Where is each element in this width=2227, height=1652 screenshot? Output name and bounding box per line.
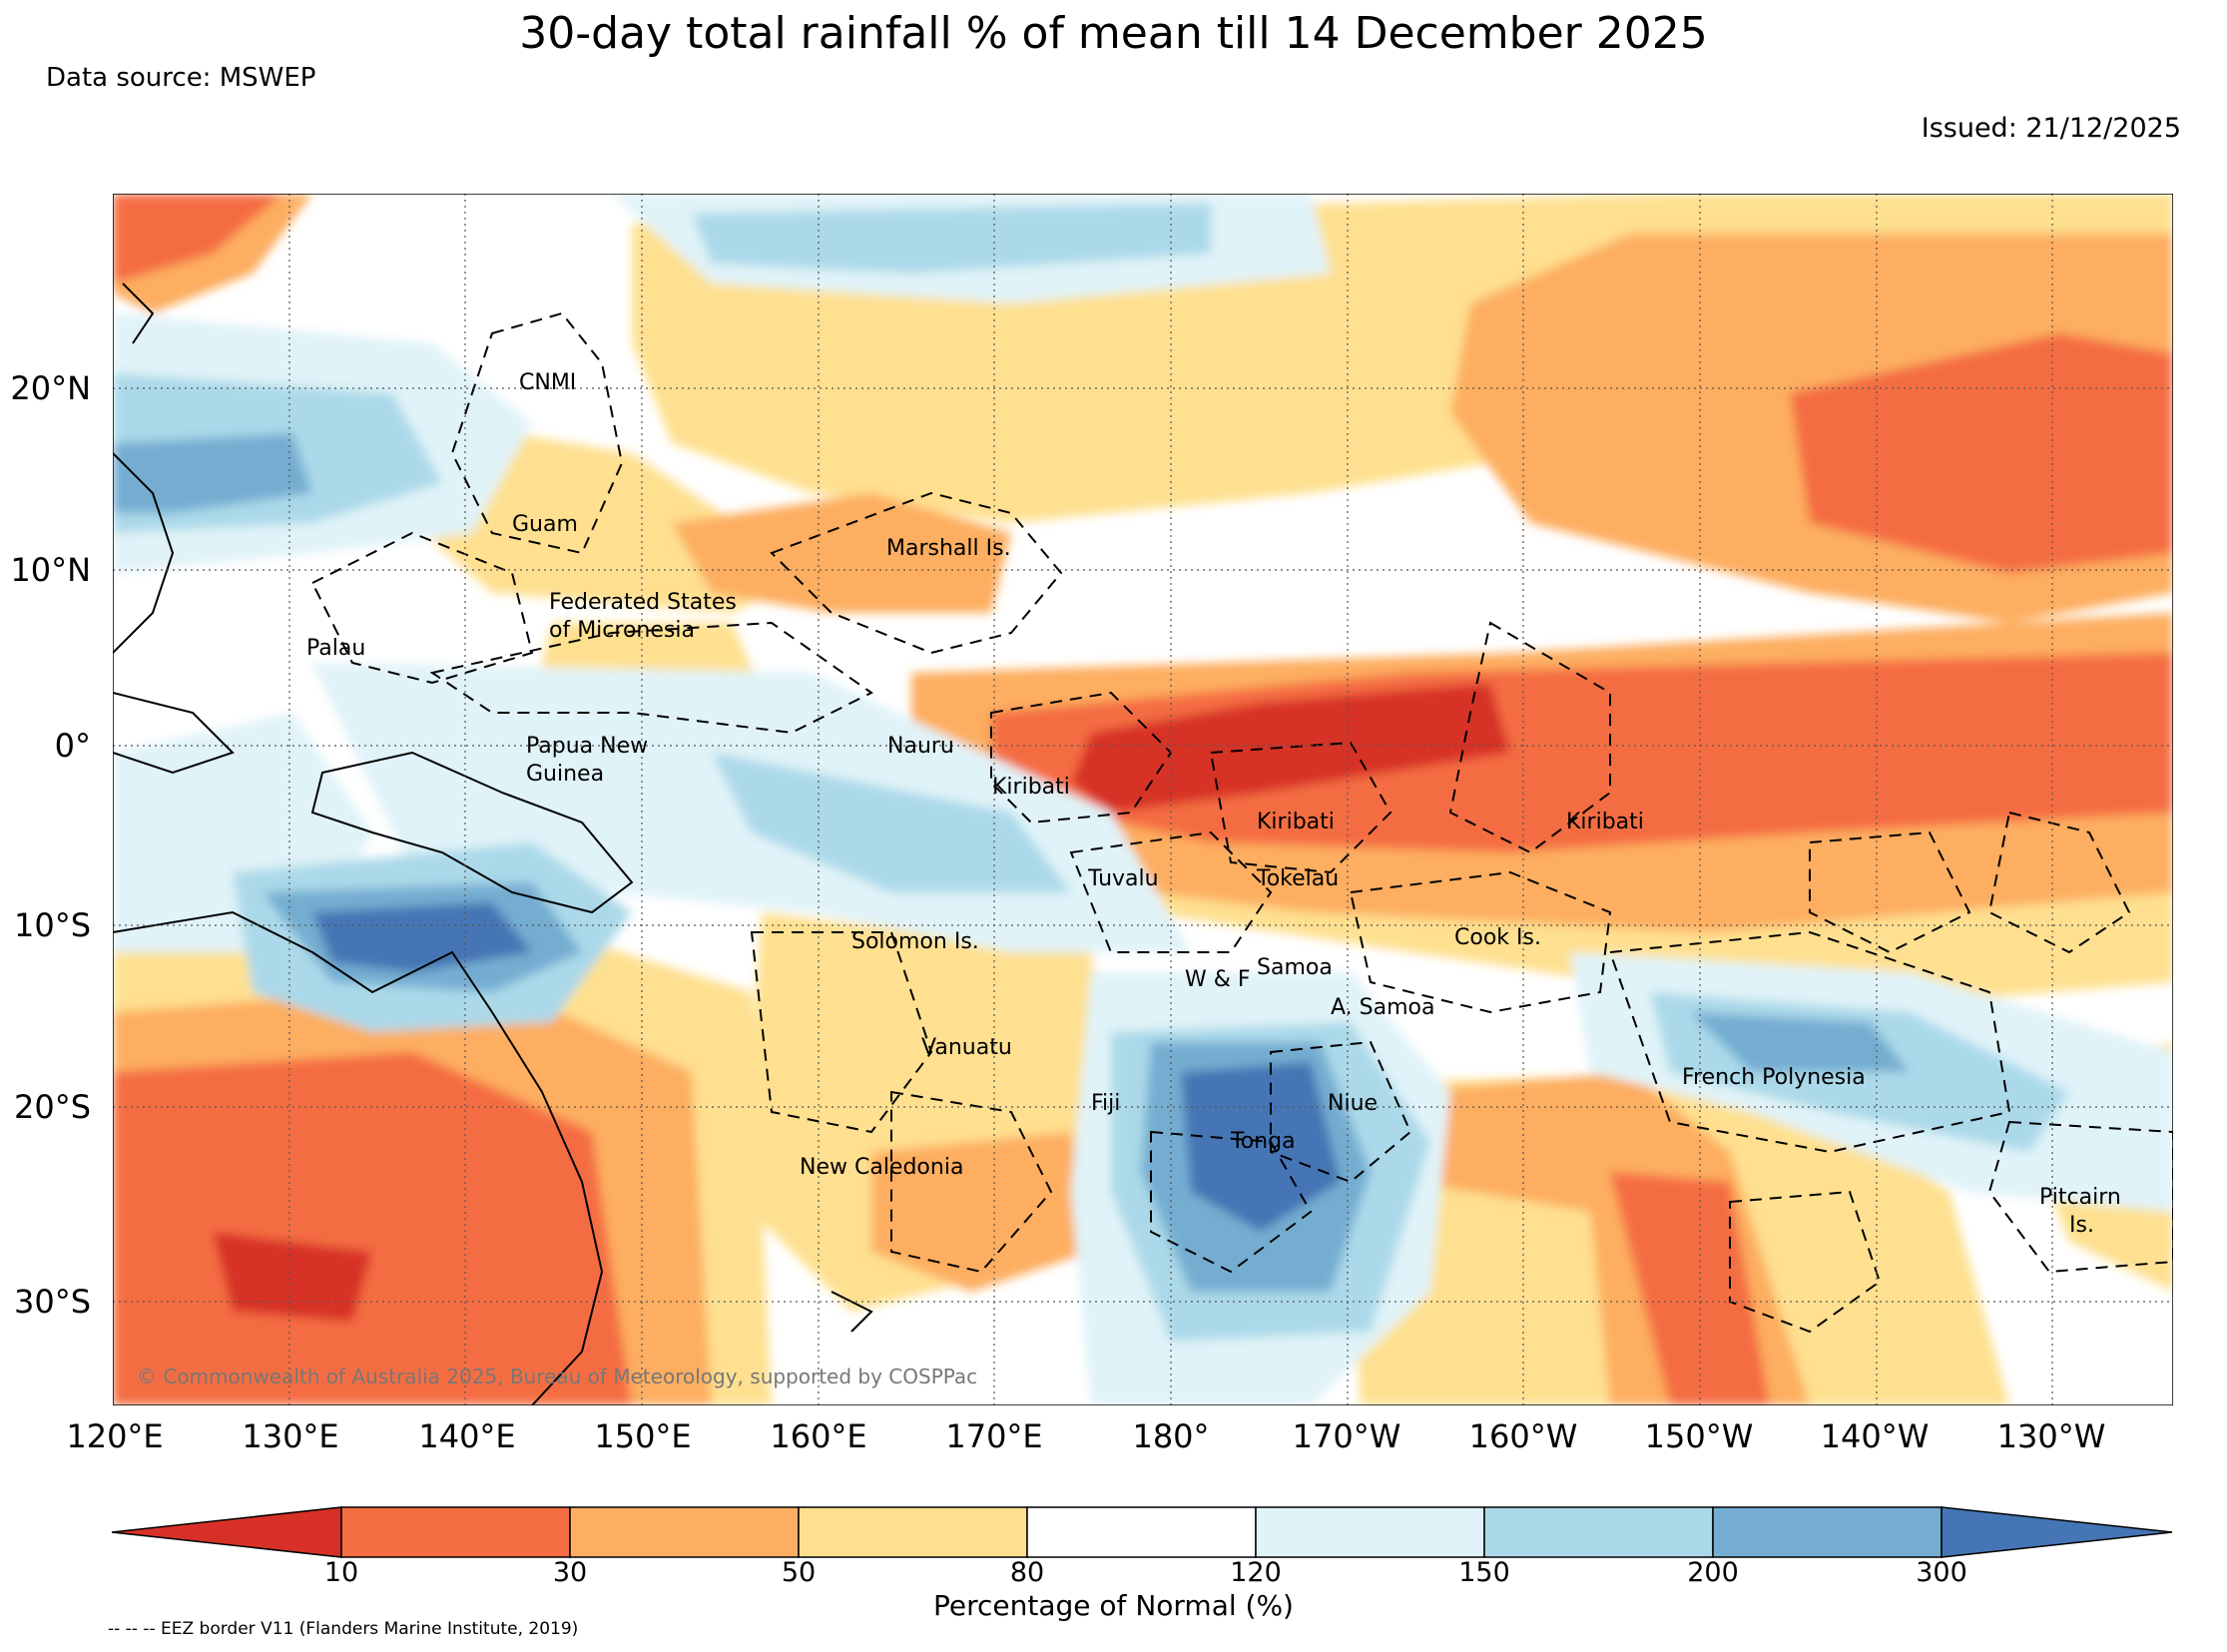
copyright-notice: © Commonwealth of Australia 2025, Bureau… — [137, 1365, 977, 1388]
colorbar-extend-high — [1941, 1506, 2173, 1558]
label-guam: Guam — [512, 512, 578, 537]
lat-tick: 0° — [54, 727, 91, 765]
label-tokelau: Tokelau — [1256, 866, 1339, 891]
label-niue: Niue — [1328, 1091, 1378, 1116]
colorbar-extend-low — [111, 1506, 342, 1558]
map-title: 30-day total rainfall % of mean till 14 … — [519, 8, 1708, 59]
colorbar-tick: 30 — [552, 1557, 588, 1588]
lon-tick: 140°E — [418, 1417, 516, 1455]
colorbar-bin — [340, 1506, 571, 1558]
lon-tick: 180° — [1132, 1417, 1210, 1455]
rainfall-field — [113, 194, 2173, 1405]
lon-tick: 160°E — [770, 1417, 867, 1455]
colorbar-tick: 120 — [1230, 1557, 1282, 1588]
colorbar-tick: 150 — [1458, 1557, 1510, 1588]
lon-tick: 130°E — [242, 1417, 339, 1455]
label-samoa: Samoa — [1257, 955, 1333, 980]
colorbar-bin — [1712, 1506, 1943, 1558]
label-nauru: Nauru — [887, 734, 954, 759]
place-labels: CNMI Guam Marshall Is. Federated States … — [306, 370, 2121, 1238]
label-american-samoa: A. Samoa — [1331, 995, 1434, 1020]
label-vanuatu: Vanuatu — [921, 1035, 1012, 1060]
lon-tick: 170°E — [945, 1417, 1043, 1455]
label-tuvalu: Tuvalu — [1087, 866, 1159, 891]
colorbar-bin — [1483, 1506, 1714, 1558]
label-png-2: Guinea — [526, 762, 604, 787]
label-fsm-1: Federated States — [549, 590, 737, 615]
label-new-caledonia: New Caledonia — [800, 1155, 963, 1180]
colorbar — [111, 1506, 2173, 1558]
coastlines — [113, 282, 873, 1405]
label-palau: Palau — [306, 636, 365, 661]
label-kiribati-central: Kiribati — [1257, 810, 1335, 834]
label-solomon-is: Solomon Is. — [851, 929, 979, 954]
label-cnmi: CNMI — [519, 370, 576, 395]
colorbar-bin — [1026, 1506, 1257, 1558]
lat-tick: 10°N — [10, 551, 91, 589]
colorbar-tick: 300 — [1916, 1557, 1967, 1588]
colorbar-bin — [798, 1506, 1028, 1558]
label-marshall-is: Marshall Is. — [886, 536, 1011, 561]
colorbar-tick: 200 — [1687, 1557, 1739, 1588]
label-fiji: Fiji — [1091, 1091, 1120, 1116]
lat-tick: 20°N — [10, 369, 91, 407]
lon-tick: 140°W — [1820, 1417, 1930, 1455]
colorbar-bin — [569, 1506, 800, 1558]
colorbar-label: Percentage of Normal (%) — [933, 1589, 1294, 1622]
label-pitcairn-2: Is. — [2069, 1213, 2094, 1238]
issued-date: Issued: 21/12/2025 — [1921, 113, 2181, 144]
lat-tick: 20°S — [13, 1088, 91, 1126]
label-wallis-futuna: W & F — [1185, 967, 1251, 992]
lon-tick: 150°W — [1644, 1417, 1754, 1455]
rainfall-map: CNMI Guam Marshall Is. Federated States … — [113, 194, 2173, 1405]
colorbar-bin — [1255, 1506, 1485, 1558]
label-fsm-2: of Micronesia — [549, 618, 695, 643]
graticule — [113, 194, 2173, 1405]
data-source: Data source: MSWEP — [46, 63, 316, 93]
label-french-polynesia: French Polynesia — [1682, 1065, 1866, 1090]
lon-tick: 170°W — [1292, 1417, 1401, 1455]
colorbar-tick: 10 — [323, 1557, 359, 1588]
label-pitcairn-1: Pitcairn — [2039, 1185, 2121, 1210]
eez-borders — [310, 311, 2173, 1334]
lon-tick: 120°E — [66, 1417, 164, 1455]
lat-tick: 10°S — [13, 906, 91, 944]
label-cook-is: Cook Is. — [1454, 925, 1541, 950]
colorbar-tick: 50 — [781, 1557, 817, 1588]
label-tonga: Tonga — [1230, 1129, 1296, 1154]
label-kiribati-west: Kiribati — [992, 775, 1070, 800]
label-png-1: Papua New — [526, 734, 648, 759]
lon-tick: 150°E — [594, 1417, 692, 1455]
colorbar-tick: 80 — [1009, 1557, 1045, 1588]
lon-tick: 160°W — [1468, 1417, 1578, 1455]
lon-tick: 130°W — [1996, 1417, 2106, 1455]
lat-tick: 30°S — [13, 1283, 91, 1321]
label-kiribati-east: Kiribati — [1566, 810, 1644, 834]
eez-border-note: -- -- -- EEZ border V11 (Flanders Marine… — [108, 1619, 579, 1639]
